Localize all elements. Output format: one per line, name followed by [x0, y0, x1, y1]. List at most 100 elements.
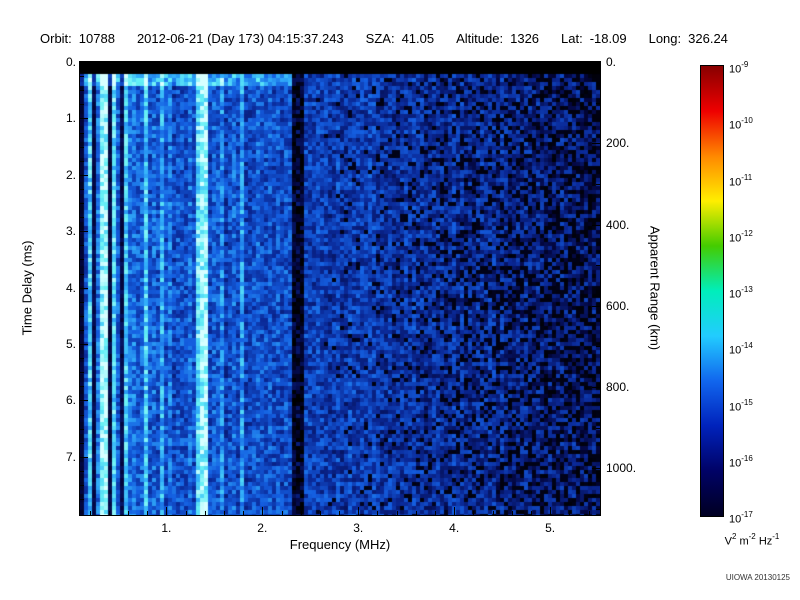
x-minor-tick-mark	[300, 511, 302, 515]
x-minor-tick-mark	[377, 511, 379, 515]
y-right-tick-mark	[592, 62, 600, 63]
x-tick-mark	[358, 507, 360, 515]
spectrogram-canvas	[80, 62, 600, 515]
orbit-label: Orbit:	[40, 31, 72, 46]
colorbar-tick-label: 10-13	[729, 285, 753, 301]
y-left-minor-tick-mark	[80, 315, 84, 317]
y-left-tick-label: 4.	[65, 280, 76, 295]
x-minor-tick-mark	[569, 511, 571, 515]
y-right-minor-tick-mark	[596, 183, 600, 185]
x-tick-label: 3.	[353, 521, 364, 535]
y-left-minor-tick-mark	[80, 104, 84, 106]
credit-text: UIOWA 20130125	[725, 573, 790, 582]
colorbar	[700, 65, 724, 517]
colorbar-tick-label: 10-15	[729, 397, 753, 414]
colorbar-tick-label: 10-12	[729, 228, 753, 245]
y-right-minor-tick-mark	[596, 102, 600, 104]
x-tick-label: 2.	[257, 521, 268, 535]
header-long: Long: 326.24	[649, 31, 728, 46]
lat-value: -18.09	[589, 31, 627, 46]
x-axis-title: Frequency (MHz)	[289, 537, 391, 552]
x-tick-mark	[550, 507, 552, 515]
header-datetime: 2012-06-21 (Day 173) 04:15:37.243	[137, 31, 344, 46]
y-left-minor-tick-mark	[80, 372, 84, 374]
x-minor-tick-mark	[396, 511, 398, 515]
y-left-tick-label: 3.	[65, 224, 76, 239]
x-minor-tick-mark	[588, 511, 590, 515]
y-left-tick-label: 1.	[65, 111, 76, 126]
y-right-tick-label: 0.	[606, 55, 617, 69]
x-minor-tick-mark	[492, 511, 494, 515]
y-left-minor-tick-mark	[80, 132, 84, 134]
x-minor-tick-mark	[243, 511, 245, 515]
header-lat: Lat: -18.09	[561, 31, 627, 46]
colorbar-tick-label: 10-16	[729, 453, 753, 470]
y-right-tick-mark	[592, 305, 600, 307]
x-tick-label: 5.	[545, 521, 556, 535]
x-tick-label: 1.	[161, 521, 172, 535]
altitude-value: 1326	[510, 31, 540, 46]
y-left-minor-tick-mark	[80, 358, 84, 360]
y-left-minor-tick-mark	[80, 428, 84, 430]
y-right-tick-label: 1000.	[606, 461, 637, 476]
y-left-minor-tick-mark	[80, 217, 84, 219]
y-left-minor-tick-mark	[80, 386, 84, 388]
y-left-minor-tick-mark	[80, 273, 84, 275]
y-axis-title-right: Apparent Range (km)	[647, 225, 663, 351]
y-left-minor-tick-mark	[80, 160, 84, 162]
y-left-tick-mark	[80, 118, 88, 120]
y-left-minor-tick-mark	[80, 414, 84, 416]
colorbar-tick-label: 10-17	[729, 510, 753, 526]
y-right-tick-label: 600.	[606, 298, 630, 313]
x-tick-label: 4.	[449, 521, 460, 535]
y-right-tick-mark	[592, 468, 600, 470]
x-minor-tick-mark	[473, 511, 475, 515]
orbit-value: 10788	[78, 31, 115, 46]
y-right-tick-label: 200.	[606, 136, 630, 151]
y-left-tick-label: 6.	[65, 393, 76, 408]
colorbar-tick-label: 10-9	[729, 60, 749, 76]
y-left-minor-tick-mark	[80, 499, 84, 501]
long-value: 326.24	[688, 31, 728, 46]
y-left-minor-tick-mark	[80, 485, 84, 487]
x-minor-tick-mark	[89, 511, 91, 515]
y-left-minor-tick-mark	[80, 203, 84, 204]
y-right-tick-label: 400.	[606, 217, 630, 232]
y-left-tick-mark	[80, 344, 88, 346]
sza-value: 41.05	[401, 31, 435, 46]
header-altitude: Altitude: 1326	[456, 31, 539, 46]
long-label: Long:	[648, 31, 682, 46]
y-left-minor-tick-mark	[80, 471, 84, 472]
y-left-tick-label: 7.	[65, 449, 76, 464]
header-sza: SZA: 41.05	[366, 31, 434, 46]
colorbar-tick-label: 10-14	[729, 341, 753, 357]
colorbar-tick-label: 10-10	[729, 116, 753, 132]
x-minor-tick-mark	[185, 511, 187, 515]
header-orbit: Orbit: 10788	[40, 31, 115, 46]
y-left-minor-tick-mark	[80, 76, 84, 78]
x-minor-tick-mark	[108, 511, 110, 515]
y-right-tick-mark	[592, 387, 600, 389]
x-tick-mark	[166, 507, 168, 515]
lat-label: Lat:	[561, 31, 583, 46]
x-minor-tick-mark	[128, 511, 129, 515]
x-minor-tick-mark	[339, 511, 340, 515]
y-right-minor-tick-mark	[596, 346, 600, 348]
y-left-minor-tick-mark	[80, 442, 84, 444]
x-minor-tick-mark	[415, 511, 417, 515]
x-minor-tick-mark	[435, 511, 436, 515]
spectrogram-plot-area	[79, 61, 601, 516]
y-right-tick-mark	[592, 143, 600, 145]
x-minor-tick-mark	[147, 511, 149, 515]
y-left-tick-label: 2.	[65, 167, 76, 182]
y-right-tick-label: 800.	[606, 380, 630, 395]
y-left-tick-label: 0.	[65, 55, 76, 69]
y-left-tick-mark	[80, 231, 88, 233]
y-left-minor-tick-mark	[80, 188, 84, 190]
y-right-minor-tick-mark	[596, 427, 600, 429]
y-left-minor-tick-mark	[80, 301, 84, 303]
altitude-label: Altitude:	[456, 31, 504, 46]
y-left-minor-tick-mark	[80, 330, 84, 331]
y-right-minor-tick-mark	[596, 265, 600, 267]
